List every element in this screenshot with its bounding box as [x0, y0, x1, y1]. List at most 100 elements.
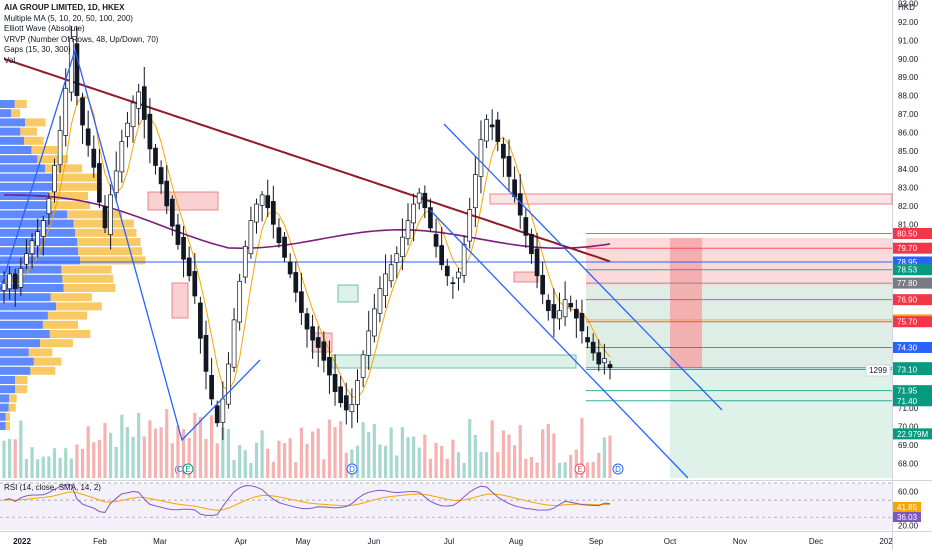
legend-volume[interactable]: Vol: [4, 55, 16, 65]
candle-body: [169, 198, 175, 227]
candle-body: [540, 275, 546, 295]
candle-body: [562, 299, 568, 318]
legend-elliott-wave[interactable]: Elliott Wave (Absolute): [4, 24, 85, 34]
price-tick-label: 69.00: [898, 441, 919, 450]
candle-body: [175, 224, 181, 245]
legend-gaps[interactable]: Gaps (15, 30, 300): [4, 45, 71, 55]
volume-profile-up-bar: [0, 219, 74, 228]
price-tick-label: 86.00: [898, 128, 919, 137]
volume-bar: [428, 458, 433, 478]
candle-body: [214, 405, 220, 424]
volume-bar: [440, 445, 444, 478]
time-tick-label: May: [295, 537, 310, 546]
volume-bar: [585, 462, 590, 478]
volume-bar: [367, 431, 371, 478]
volume-profile-up-bar: [0, 339, 41, 348]
price-tick-label: 85.00: [898, 147, 919, 156]
candle-body: [141, 86, 147, 120]
volume-bar: [80, 448, 85, 478]
volume-profile-up-bar: [0, 100, 15, 108]
volume-profile-down-bar: [79, 256, 146, 265]
gap-zone: [337, 284, 359, 303]
legend-symbol: AIA GROUP LIMITED, 1D, HKEX: [4, 3, 125, 12]
candle-body: [310, 326, 315, 341]
candle-body: [568, 303, 574, 308]
volume-bar: [2, 440, 6, 478]
candle-body: [377, 288, 383, 314]
candle-body: [147, 113, 153, 150]
volume-bar: [210, 415, 214, 478]
time-tick-label: 202: [879, 537, 893, 546]
candle-body: [400, 236, 405, 257]
candle-body: [338, 386, 344, 403]
volume-bar: [226, 428, 231, 478]
price-tick-label: 83.00: [898, 184, 919, 193]
candle-body: [68, 38, 74, 93]
volume-profile-down-bar: [28, 348, 53, 357]
price-tick-label: 84.00: [898, 165, 919, 174]
candle-body: [74, 43, 80, 96]
candle-body: [242, 246, 248, 278]
candle-body: [607, 364, 613, 369]
candle-body: [602, 358, 607, 364]
candle-body: [186, 257, 192, 277]
volume-bar: [52, 448, 57, 478]
legend-multiple-ma[interactable]: Multiple MA (5, 10, 20, 50, 100, 200): [4, 13, 133, 23]
price-tag-label: 78.53: [897, 266, 918, 275]
volume-bar: [243, 450, 247, 478]
volume-bar: [423, 434, 427, 478]
volume-bar: [75, 444, 79, 478]
countdown-label: 1299: [869, 366, 887, 375]
price-tag: [893, 395, 932, 407]
volume-bar: [406, 437, 410, 478]
volume-profile-down-bar: [5, 422, 10, 430]
volume-bar: [602, 437, 606, 478]
price-tick-label: 81.00: [898, 220, 919, 229]
price-tick-label: 68.00: [898, 459, 919, 468]
volume-bar: [389, 427, 393, 478]
candle-body: [501, 143, 506, 159]
volume-bar: [546, 423, 550, 478]
candle-body: [40, 220, 46, 237]
candle-body: [153, 147, 158, 166]
volume-bar: [361, 422, 365, 478]
volume-bar: [288, 438, 292, 478]
volume-bar: [529, 456, 534, 478]
volume-bar: [456, 452, 461, 478]
volume-profile-down-bar: [56, 182, 103, 191]
candle-body: [102, 205, 108, 229]
volume-bar: [13, 439, 17, 478]
candle-body: [46, 198, 52, 215]
price-tick-label: 92.00: [898, 18, 919, 27]
volume-profile-up-bar: [0, 376, 16, 384]
volume-bar: [378, 444, 382, 478]
candle-body: [360, 354, 366, 378]
rsi-legend[interactable]: RSI (14, close, SMA, 14, 2): [4, 483, 101, 492]
volume-bar: [333, 427, 337, 478]
rsi-tag: [893, 502, 921, 512]
candle-body: [130, 102, 136, 127]
channel-upper-line: [443, 123, 723, 411]
volume-profile-up-bar: [0, 127, 21, 136]
volume-profile-down-bar: [15, 376, 28, 384]
candle-body: [557, 310, 562, 320]
legend-vrvp[interactable]: VRVP (Number Of Rows, 48, Up/Down, 70): [4, 34, 159, 44]
volume-profile-up-bar: [0, 330, 50, 338]
wave-label: D: [349, 465, 355, 474]
volume-bar: [153, 428, 158, 478]
volume-bar: [490, 420, 494, 478]
volume-profile-up-bar: [0, 247, 79, 256]
volume-profile-down-bar: [11, 109, 21, 118]
candle-body: [343, 395, 349, 411]
candle-body: [315, 337, 321, 348]
volume-bar: [473, 434, 477, 478]
volume-profile-up-bar: [0, 256, 80, 265]
volume-profile-down-bar: [53, 173, 98, 182]
volume-profile-up-bar: [0, 394, 10, 403]
volume-bar: [479, 451, 483, 478]
price-tick-label: 93.00: [898, 0, 919, 9]
volume-profile-down-bar: [78, 247, 143, 256]
candle-body: [456, 271, 461, 279]
volume-bar: [24, 458, 29, 478]
